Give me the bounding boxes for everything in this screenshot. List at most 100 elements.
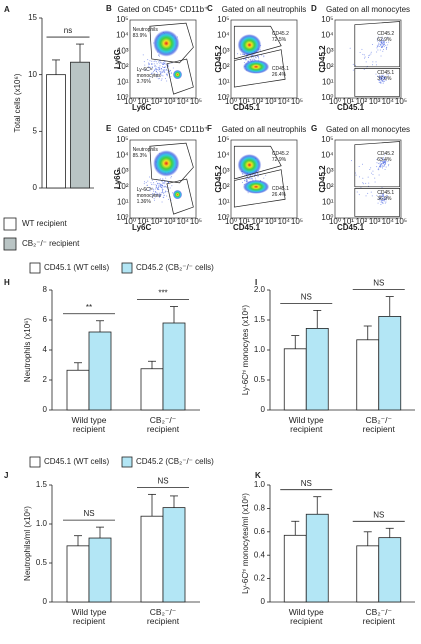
event-dot: [382, 166, 384, 168]
event-dot: [365, 195, 367, 197]
event-dot: [160, 73, 162, 75]
flow-y-label: Ly6G: [113, 49, 122, 69]
event-dot: [383, 194, 385, 196]
event-dot: [157, 188, 159, 190]
gate: [149, 142, 194, 184]
flow-x-tick: 10⁵: [395, 217, 407, 226]
event-dot: [150, 73, 152, 75]
event-dot: [370, 53, 372, 55]
event-dot: [380, 55, 382, 57]
flow-y-tick: 10²: [322, 182, 334, 191]
event-dot: [376, 40, 378, 42]
event-dot: [246, 180, 248, 182]
event-dot: [382, 40, 384, 42]
event-dot: [379, 198, 381, 200]
panel-letter: E: [106, 124, 112, 133]
event-dot: [380, 80, 382, 82]
event-dot: [377, 49, 379, 51]
event-dot: [383, 79, 385, 81]
flow-x-label: CD45.1: [337, 223, 365, 232]
y-tick-label: 0.8: [254, 504, 266, 513]
event-dot: [383, 43, 385, 45]
event-dot: [144, 69, 146, 71]
event-dot: [379, 195, 381, 197]
event-dot: [385, 41, 387, 43]
error-bar: [170, 306, 178, 323]
event-dot: [380, 46, 382, 48]
y-tick-label: 0.5: [254, 375, 266, 384]
event-dot: [154, 60, 156, 62]
event-dot: [250, 57, 252, 59]
y-tick-label: 0: [261, 405, 266, 414]
event-dot: [382, 161, 384, 163]
gate-percent: 36.9%: [377, 196, 392, 203]
event-dot: [369, 169, 371, 171]
plot-frame: [334, 139, 402, 219]
flow-x-label: CD45.1: [233, 223, 261, 232]
event-dot: [381, 161, 383, 163]
event-dot: [382, 201, 384, 203]
event-dot: [159, 195, 161, 197]
gate-percent: 26.4%: [271, 71, 287, 78]
event-dot: [157, 188, 159, 190]
y-tick-label: 0: [33, 183, 38, 192]
event-dot: [150, 69, 152, 71]
event-dot: [249, 177, 251, 179]
event-dot: [381, 78, 383, 80]
event-dot: [166, 191, 168, 193]
plot-frame: [334, 19, 402, 99]
event-dot: [164, 78, 166, 80]
event-dot: [378, 42, 380, 44]
gate: [354, 21, 401, 68]
event-dot: [243, 58, 245, 60]
event-dot: [377, 162, 379, 164]
event-dot: [153, 182, 155, 184]
flow-x-tick: 10⁵: [291, 97, 303, 106]
event-dot: [379, 164, 381, 166]
bar: [305, 513, 329, 603]
y-tick-label: 0.2: [254, 574, 266, 583]
flow-y-tick: 10⁰: [217, 93, 229, 102]
event-dot: [168, 70, 170, 72]
gate-percent: 3.76%: [136, 79, 151, 86]
event-dot: [166, 69, 168, 71]
event-dot: [146, 69, 148, 71]
event-dot: [157, 66, 159, 68]
gate: [233, 169, 286, 208]
event-dot: [378, 167, 380, 169]
error-bar: [52, 59, 60, 75]
bar: [66, 545, 90, 603]
event-dot: [143, 183, 145, 185]
gate-percent: 62.9%: [377, 37, 392, 44]
event-dot: [250, 177, 252, 179]
event-dot: [371, 195, 373, 197]
flow-y-tick: 10²: [218, 182, 230, 191]
event-dot: [372, 170, 374, 172]
gate-name: Ly-6Cʰⁱ monocytes: [136, 67, 161, 79]
event-dot: [382, 50, 384, 52]
density-blob: [237, 34, 262, 56]
bar: [70, 61, 90, 189]
event-dot: [159, 192, 161, 194]
event-dot: [242, 174, 244, 176]
panel-title: Gated on all neutrophils: [222, 125, 307, 134]
error-bar: [363, 325, 372, 340]
x-category-label: CB₂⁻/⁻ recipient: [146, 607, 180, 627]
event-dot: [147, 59, 149, 61]
event-dot: [153, 190, 155, 192]
flow-x-label: Ly6C: [132, 103, 151, 112]
event-dot: [149, 176, 151, 178]
flow-y-tick: 10⁵: [116, 135, 128, 144]
event-dot: [161, 78, 163, 80]
event-dot: [379, 74, 381, 76]
event-dot: [161, 187, 163, 189]
event-dot: [163, 194, 165, 196]
event-dot: [380, 79, 382, 81]
event-dot: [155, 67, 157, 69]
significance-label: NS: [83, 509, 94, 518]
event-dot: [381, 78, 383, 80]
x-category-label: Wild type recipient: [71, 607, 107, 627]
y-axis-label: Neutrophils/ml (x10⁶): [23, 506, 32, 581]
event-dot: [380, 196, 382, 198]
flow-y-tick: 10⁴: [116, 151, 129, 160]
